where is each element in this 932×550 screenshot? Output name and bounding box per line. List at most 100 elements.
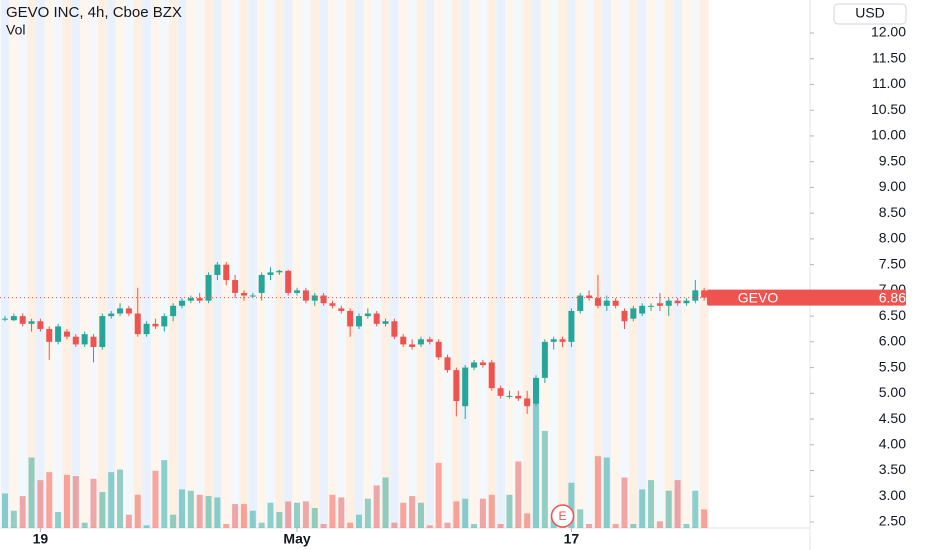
candle-body: [72, 336, 79, 345]
session-band: [451, 0, 461, 528]
volume-bar: [409, 496, 416, 528]
session-band: [540, 0, 550, 528]
volume-bar: [692, 490, 699, 528]
candle-body: [196, 298, 203, 301]
session-band: [230, 0, 240, 528]
candle-body: [19, 316, 26, 324]
volume-bar: [37, 480, 44, 528]
session-band: [89, 0, 98, 528]
candle-body: [594, 298, 601, 306]
price-tag-value: 6.86: [879, 289, 906, 305]
candle-body: [400, 336, 407, 345]
volume-bar: [515, 461, 522, 528]
session-band: [522, 0, 532, 528]
candle-body: [612, 300, 619, 306]
volume-bar: [665, 490, 672, 528]
session-band: [416, 0, 426, 528]
session-band: [239, 0, 249, 528]
session-band: [478, 0, 488, 528]
volume-bar: [701, 509, 708, 528]
candle-body: [320, 295, 327, 304]
candle-body: [108, 313, 115, 317]
session-band: [389, 0, 399, 528]
volume-bar: [674, 480, 681, 528]
y-tick-label: 8.00: [879, 230, 906, 246]
candle-body: [683, 300, 690, 304]
session-band: [682, 0, 691, 528]
y-tick-label: 5.00: [879, 384, 906, 400]
volume-bar: [143, 525, 150, 528]
candle-body: [249, 295, 256, 297]
candle-body: [479, 362, 486, 366]
candle-body: [28, 321, 35, 324]
session-band: [115, 0, 125, 528]
session-band: [566, 0, 576, 528]
volume-bar: [453, 501, 460, 528]
session-band: [531, 0, 541, 528]
candle-body: [347, 310, 354, 327]
volume-bar: [497, 524, 504, 528]
y-tick-label: 7.50: [879, 255, 906, 271]
candle-body: [37, 321, 44, 329]
candle-body: [214, 264, 221, 275]
session-band: [71, 0, 81, 528]
session-band: [690, 0, 700, 528]
candle-body: [426, 339, 433, 342]
candle-body: [170, 305, 177, 317]
candle-body: [391, 321, 398, 337]
session-band: [257, 0, 267, 528]
y-tick-label: 3.50: [879, 461, 906, 477]
candle-body: [568, 310, 575, 342]
y-tick-label: 12.00: [871, 24, 906, 40]
session-band: [186, 0, 196, 528]
session-band: [620, 0, 629, 528]
earnings-marker: E: [559, 509, 567, 523]
currency[interactable]: USD: [855, 5, 885, 21]
candle-body: [603, 300, 610, 306]
volume-bar: [161, 460, 168, 528]
candle-body: [453, 370, 460, 402]
volume-bar: [639, 489, 646, 528]
volume-bar: [524, 513, 531, 528]
session-band: [18, 0, 28, 528]
candle-body: [550, 339, 557, 342]
candle-body: [692, 290, 699, 301]
volume-bar: [541, 430, 548, 528]
session-band: [336, 0, 346, 528]
candle-body: [364, 313, 371, 317]
candle-body: [524, 398, 531, 407]
volume-bar: [364, 498, 371, 528]
candle-body: [417, 339, 424, 345]
volume-bar: [683, 524, 690, 528]
session-band: [195, 0, 205, 528]
volume-bar: [302, 501, 309, 528]
currency-button[interactable]: [833, 3, 907, 25]
session-band: [593, 0, 603, 528]
session-band: [673, 0, 683, 528]
volume-bar: [205, 496, 212, 528]
session-band: [310, 0, 320, 528]
y-tick-label: 11.00: [872, 75, 906, 91]
volume-bar: [320, 524, 327, 528]
candle-body: [205, 274, 212, 301]
session-band: [407, 0, 417, 528]
session-band: [204, 0, 213, 528]
session-band: [80, 0, 90, 528]
session-band: [142, 0, 152, 528]
session-band: [443, 0, 452, 528]
volume-bar: [577, 509, 584, 528]
session-shading: [0, 0, 709, 528]
price-tag-symbol: GEVO: [738, 289, 779, 305]
session-band: [97, 0, 107, 528]
session-band: [496, 0, 506, 528]
candle-body: [63, 331, 70, 337]
x-tick-label: 19: [33, 531, 49, 547]
candle-body: [471, 362, 478, 368]
volume-bar: [417, 502, 424, 528]
earnings-badge: [550, 504, 575, 528]
volume-bar: [373, 485, 380, 528]
volume-bar: [187, 490, 194, 528]
volume-bar: [603, 457, 610, 528]
volume-bar: [656, 521, 663, 528]
candle-body: [125, 308, 132, 314]
